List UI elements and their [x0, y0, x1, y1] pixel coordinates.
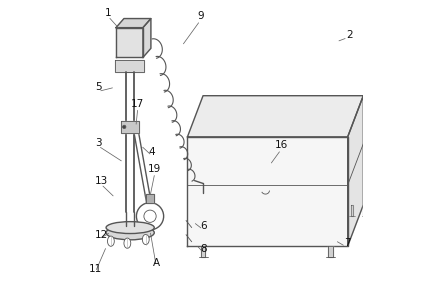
Polygon shape [201, 246, 206, 257]
Polygon shape [350, 205, 354, 216]
Polygon shape [187, 137, 348, 246]
Ellipse shape [108, 236, 114, 246]
Text: 8: 8 [200, 244, 206, 254]
Polygon shape [115, 60, 144, 72]
Ellipse shape [124, 238, 131, 248]
Text: 5: 5 [95, 82, 101, 92]
Polygon shape [116, 19, 151, 28]
Text: 11: 11 [89, 264, 102, 274]
Circle shape [123, 125, 126, 129]
Text: 3: 3 [95, 137, 101, 148]
Text: 9: 9 [197, 11, 203, 21]
Polygon shape [121, 121, 139, 133]
Text: 17: 17 [131, 99, 144, 109]
Text: 13: 13 [94, 176, 108, 186]
Polygon shape [363, 205, 366, 216]
Polygon shape [348, 96, 363, 246]
Text: A: A [153, 258, 160, 268]
Polygon shape [116, 28, 143, 57]
Ellipse shape [142, 234, 149, 245]
Text: 1: 1 [105, 9, 111, 19]
Text: 19: 19 [148, 164, 162, 174]
Text: 12: 12 [94, 230, 108, 240]
Text: 4: 4 [149, 147, 155, 157]
Text: 6: 6 [200, 221, 206, 231]
Polygon shape [143, 19, 151, 57]
Ellipse shape [106, 222, 154, 233]
Polygon shape [146, 194, 154, 203]
Ellipse shape [106, 225, 154, 240]
Polygon shape [187, 96, 363, 137]
Text: 7: 7 [344, 238, 351, 248]
Circle shape [144, 210, 156, 222]
Circle shape [136, 203, 163, 230]
Text: 2: 2 [346, 30, 353, 40]
Text: 16: 16 [274, 140, 288, 150]
Polygon shape [328, 246, 333, 257]
